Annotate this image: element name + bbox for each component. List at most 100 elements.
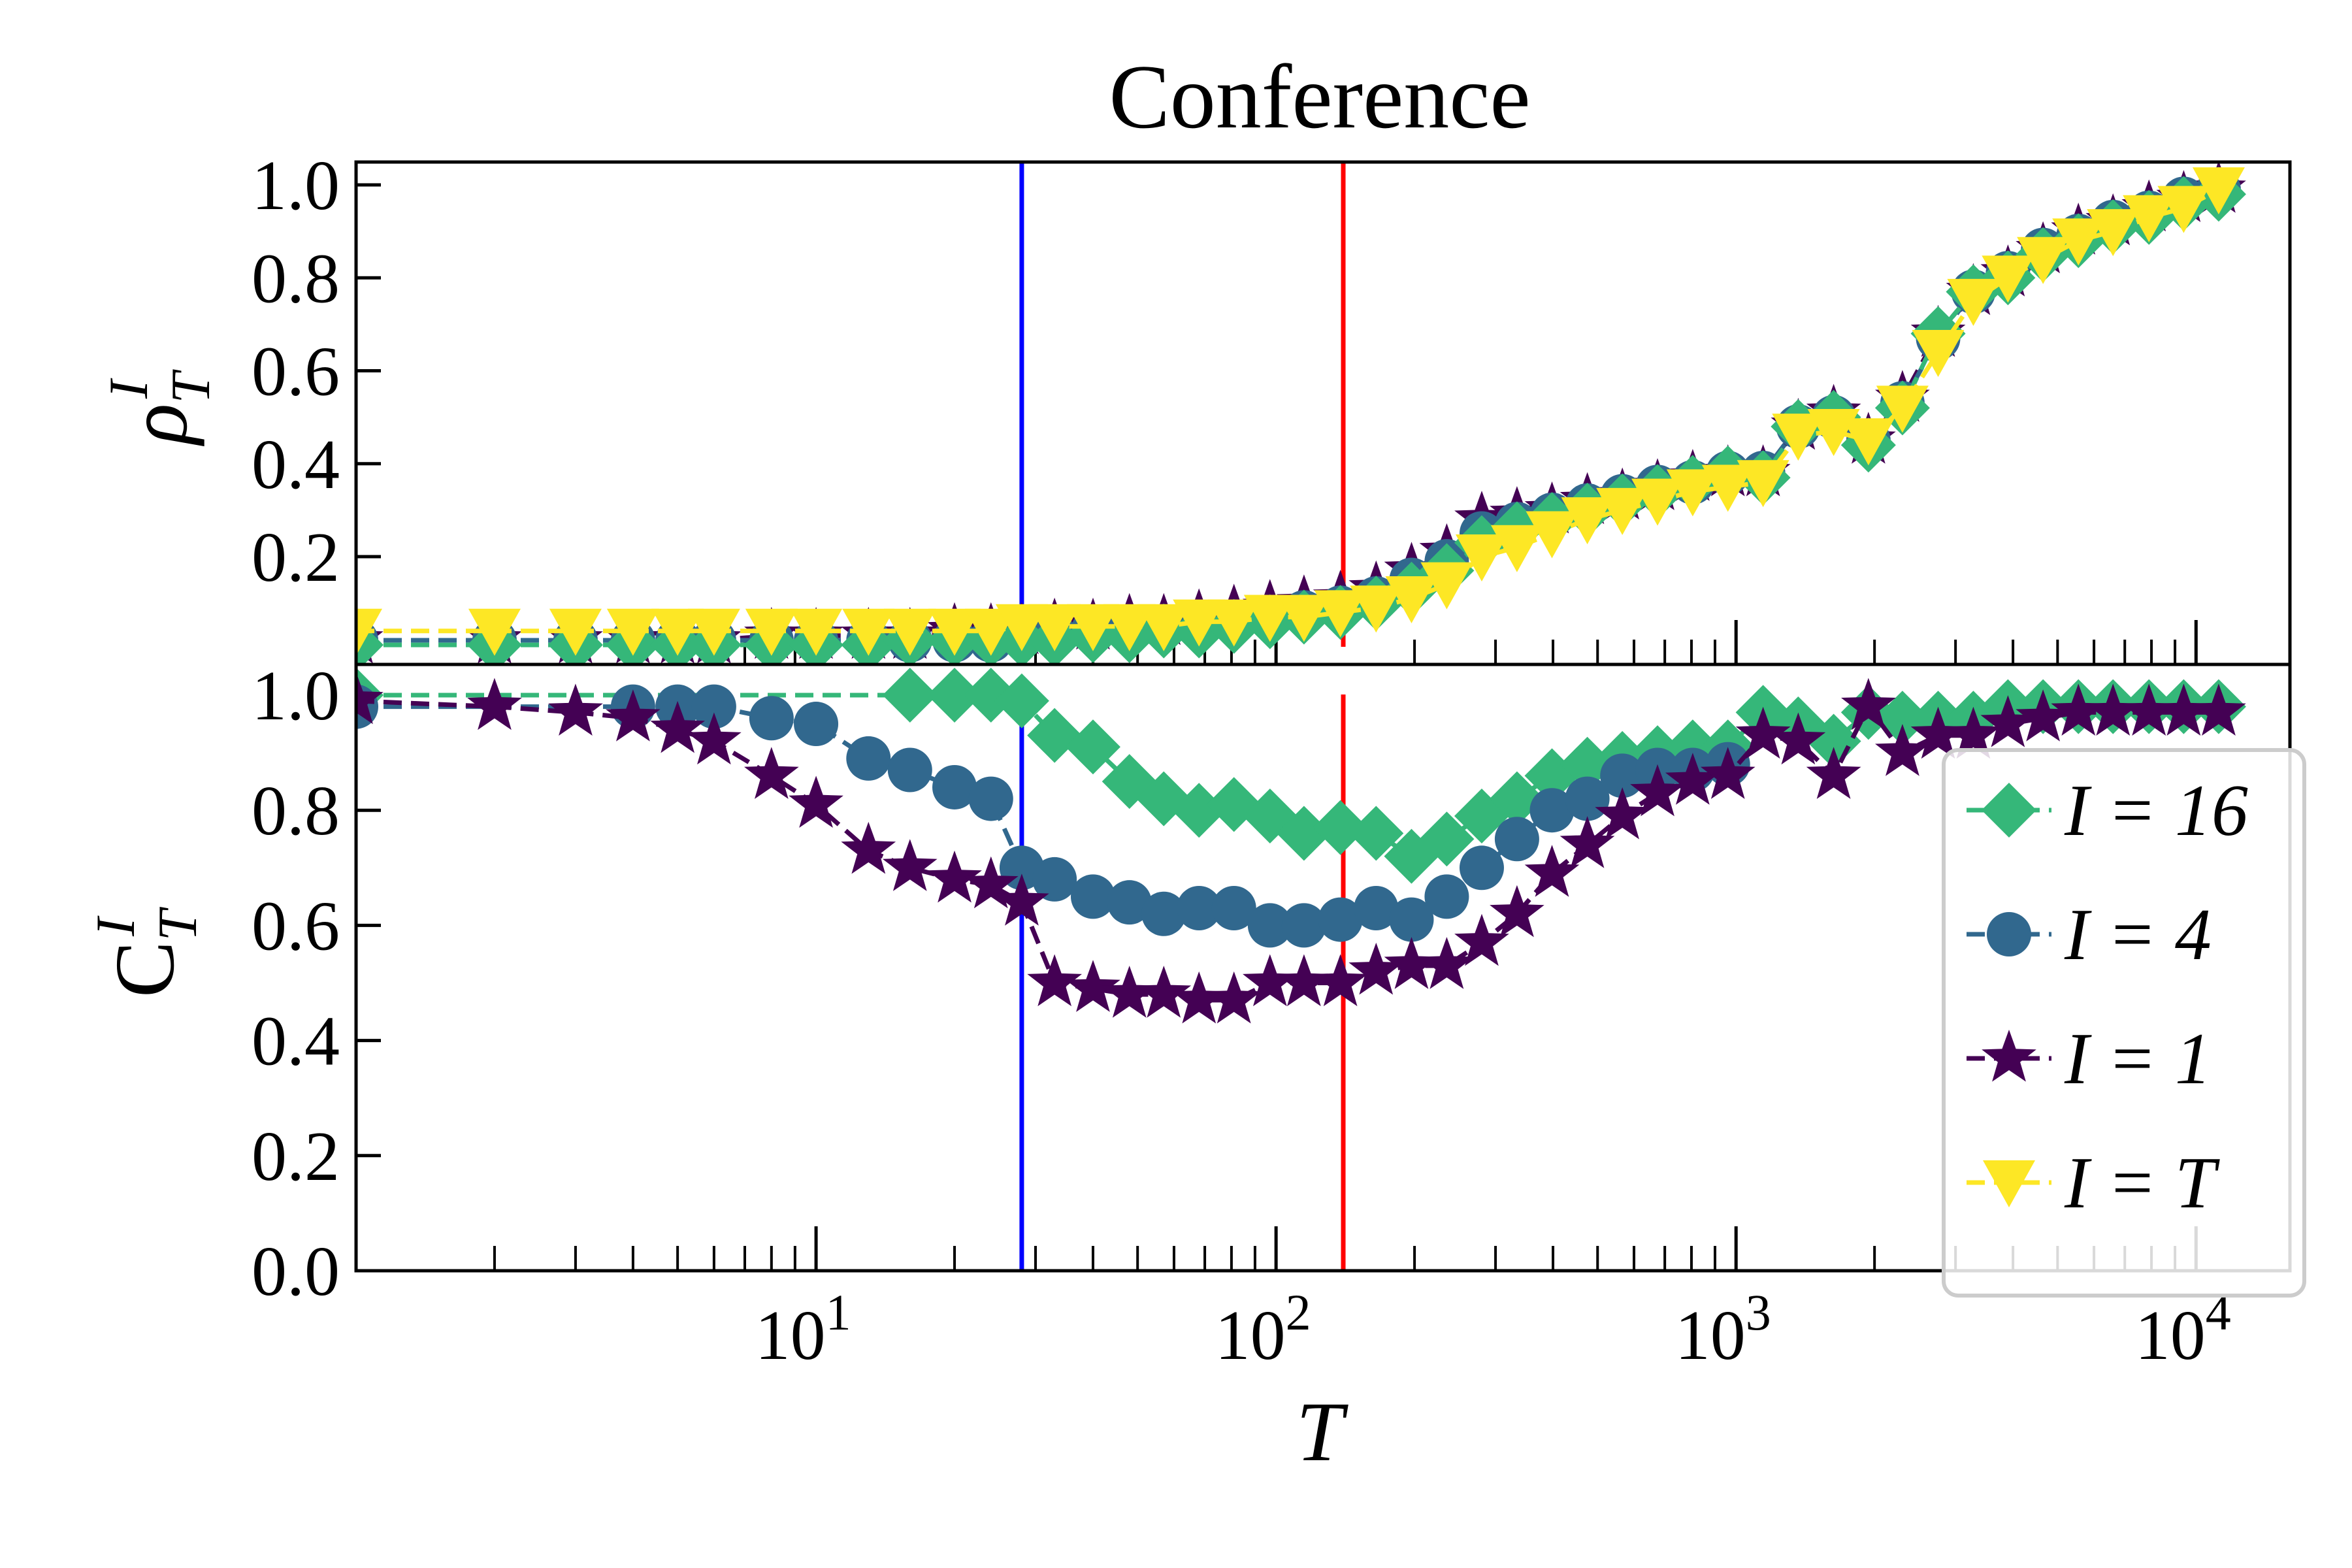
x-axis-title: T bbox=[1296, 1385, 1348, 1479]
legend-entry: I = 1 bbox=[1967, 1019, 2212, 1100]
data-point bbox=[1595, 787, 1650, 840]
data-point bbox=[1102, 966, 1157, 1018]
data-point bbox=[1735, 706, 1791, 759]
data-point bbox=[2051, 683, 2106, 736]
data-point bbox=[1455, 534, 1508, 581]
data-point bbox=[1841, 678, 1896, 730]
series-line bbox=[356, 187, 2219, 643]
data-point bbox=[789, 776, 843, 828]
x-tick-label: 103 bbox=[1675, 1284, 1771, 1375]
data-point bbox=[927, 850, 982, 903]
data-point bbox=[687, 608, 740, 656]
data-point bbox=[994, 673, 1049, 728]
data-point bbox=[1277, 954, 1331, 1007]
series-line bbox=[356, 187, 2219, 643]
data-point bbox=[1171, 783, 1227, 838]
data-point bbox=[1070, 874, 1115, 919]
legend-entry: I = 4 bbox=[1967, 894, 2212, 975]
data-point bbox=[2052, 218, 2105, 266]
data-point bbox=[882, 839, 938, 891]
legend-label: I = 16 bbox=[2064, 770, 2248, 851]
legend: I = 16 I = 4 I = 1 I = T bbox=[1942, 748, 2306, 1298]
data-point bbox=[1107, 880, 1152, 925]
data-point bbox=[1529, 788, 1575, 833]
y-tick-label: 1.0 bbox=[252, 147, 340, 225]
data-point bbox=[1459, 845, 1504, 890]
data-point bbox=[1875, 724, 1930, 776]
series-line bbox=[356, 191, 2219, 647]
x-tick-label: 101 bbox=[755, 1284, 851, 1375]
y-tick-label: 1.0 bbox=[252, 657, 340, 735]
top-y-axis-title: ρTI bbox=[98, 368, 221, 446]
data-point bbox=[1137, 604, 1190, 651]
data-point bbox=[1276, 806, 1331, 861]
series-i=16 bbox=[356, 668, 2246, 884]
data-point bbox=[1524, 845, 1580, 897]
data-point bbox=[1912, 330, 1965, 378]
legend-marker bbox=[1987, 912, 2031, 956]
data-point bbox=[468, 608, 521, 656]
legend-entry: I = T bbox=[1967, 1143, 2220, 1224]
data-point bbox=[841, 821, 896, 874]
data-point bbox=[1490, 885, 1544, 938]
series-i=4 bbox=[356, 167, 2241, 663]
x-tick-label: 102 bbox=[1215, 1284, 1311, 1375]
data-point bbox=[1565, 776, 1610, 821]
data-point bbox=[846, 736, 891, 781]
data-point bbox=[1806, 747, 1861, 799]
data-point bbox=[1171, 971, 1227, 1024]
data-point bbox=[2156, 683, 2212, 736]
data-point bbox=[1494, 817, 1539, 862]
data-point bbox=[2121, 683, 2177, 736]
data-point bbox=[467, 678, 522, 730]
data-point bbox=[964, 608, 1017, 656]
data-point bbox=[883, 608, 936, 656]
data-point bbox=[1277, 595, 1330, 642]
data-point bbox=[794, 702, 839, 747]
data-point bbox=[1666, 469, 1719, 517]
data-point bbox=[691, 684, 736, 729]
series-i=t bbox=[356, 167, 2245, 656]
data-point bbox=[548, 683, 603, 736]
data-point bbox=[1384, 937, 1439, 989]
data-point bbox=[2087, 209, 2140, 257]
legend-box bbox=[1942, 748, 2306, 1298]
data-point bbox=[356, 608, 382, 656]
data-point bbox=[1420, 562, 1473, 610]
plot-frame bbox=[354, 160, 2292, 666]
legend-label: I = 1 bbox=[2064, 1019, 2212, 1100]
data-point bbox=[2016, 689, 2070, 742]
data-point bbox=[1173, 599, 1226, 647]
data-point bbox=[1454, 913, 1509, 966]
data-point bbox=[1806, 713, 1861, 769]
data-point bbox=[790, 608, 843, 656]
data-point bbox=[2123, 195, 2176, 242]
chart-title: Conference bbox=[1109, 46, 1530, 148]
data-point bbox=[1419, 937, 1475, 989]
data-point bbox=[356, 672, 384, 725]
data-point bbox=[1385, 576, 1438, 624]
data-point bbox=[606, 608, 659, 656]
bottom-y-axis-title: CTI bbox=[85, 906, 208, 998]
data-point bbox=[2085, 683, 2141, 736]
svg-text:CTI: CTI bbox=[85, 906, 208, 998]
data-point bbox=[1389, 897, 1434, 942]
data-point bbox=[1354, 885, 1399, 930]
data-point bbox=[1630, 764, 1685, 817]
data-point bbox=[651, 608, 704, 656]
data-point bbox=[1490, 525, 1543, 572]
data-point bbox=[1982, 255, 2034, 303]
y-tick-label: 0.2 bbox=[252, 1118, 340, 1196]
data-point bbox=[1141, 891, 1186, 936]
data-point bbox=[2157, 186, 2210, 233]
data-point bbox=[749, 696, 794, 741]
data-point bbox=[842, 608, 895, 656]
data-point bbox=[606, 689, 661, 742]
y-tick-label: 0.8 bbox=[252, 240, 340, 318]
data-point bbox=[1350, 585, 1403, 633]
data-point bbox=[1027, 954, 1082, 1007]
data-point bbox=[1247, 903, 1292, 948]
data-point bbox=[1842, 418, 1895, 466]
data-point bbox=[1313, 954, 1368, 1007]
